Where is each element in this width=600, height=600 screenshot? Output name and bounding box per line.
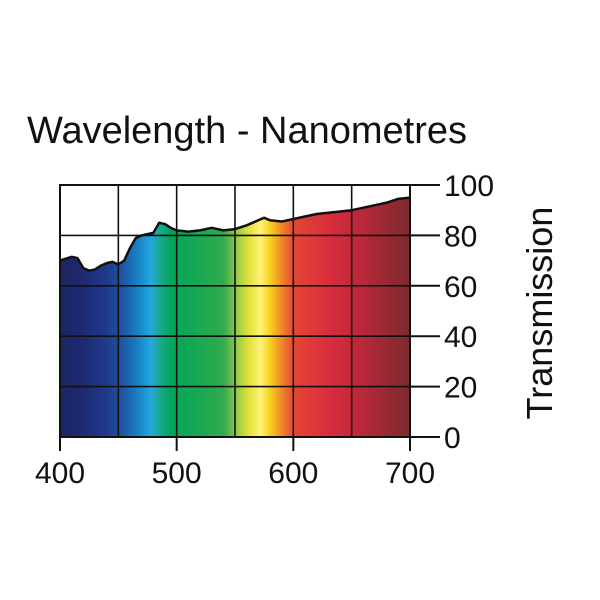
chart-title: Wavelength - Nanometres [27,110,467,152]
grid [60,185,410,437]
y-tick-label: 60 [444,271,477,304]
y-tick-label: 40 [444,321,477,354]
x-tick-label: 600 [268,457,318,490]
y-tick-label: 0 [444,422,461,455]
plot-frame [59,184,411,438]
x-tick-label: 700 [385,457,435,490]
x-tick-label: 400 [35,457,85,490]
y-tick-label: 100 [444,170,494,203]
y-tick-label: 80 [444,220,477,253]
x-tick-label: 500 [152,457,202,490]
y-axis-title: Transmission [519,207,560,420]
transmission-line [59,196,411,272]
y-tick-label: 20 [444,372,477,405]
